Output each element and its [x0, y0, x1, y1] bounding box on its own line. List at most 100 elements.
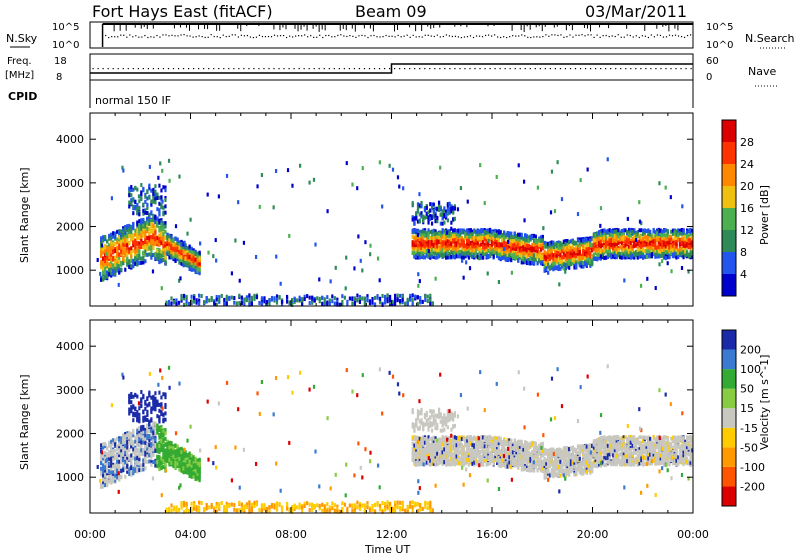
power-cell: [573, 257, 576, 262]
power-cell: [178, 249, 181, 254]
power-cell: [606, 244, 610, 249]
power-cell: [102, 238, 105, 243]
nsearch-dot: [472, 36, 475, 39]
power-cell: [443, 208, 446, 213]
power-cell: [531, 261, 534, 266]
power-cell: [541, 252, 544, 257]
power-cell: [515, 256, 518, 261]
power-cell: [160, 197, 163, 202]
power-cell: [158, 210, 161, 215]
power-cell: [605, 249, 608, 254]
power-cell: [215, 302, 218, 307]
power-cell: [480, 247, 483, 252]
power-cell: [547, 249, 550, 254]
power-cell: [647, 254, 650, 259]
nave-dot: [203, 68, 205, 70]
power-cell: [142, 211, 145, 216]
power-cell: [436, 248, 439, 253]
power-cell: [418, 240, 421, 245]
power-cell: [492, 248, 495, 253]
power-cell: [443, 236, 446, 241]
power-cell: [485, 252, 488, 257]
power-cell: [158, 243, 161, 248]
power-cell: [102, 257, 105, 262]
power-cell: [496, 236, 499, 241]
power-cell: [534, 257, 537, 262]
power-cell: [136, 203, 139, 208]
power-cell: [617, 241, 620, 246]
power-cell: [198, 267, 201, 272]
nsearch-dot: [222, 34, 224, 36]
nsearch-dot: [466, 36, 469, 38]
power-cell: [476, 236, 479, 241]
power-cell: [166, 248, 169, 253]
power-cell: [180, 255, 183, 260]
power-cell: [592, 245, 595, 250]
power-cell: [418, 246, 421, 251]
power-cell: [504, 233, 508, 238]
power-cell: [605, 246, 608, 251]
power-cell: [112, 268, 115, 273]
power-cell: [356, 293, 359, 298]
power-cell: [353, 296, 357, 301]
power-cell: [104, 276, 107, 281]
power-cell: [118, 235, 121, 240]
power-cell: [517, 238, 520, 243]
power-cell: [647, 228, 650, 233]
power-cell: [575, 241, 578, 246]
power-cell: [152, 224, 155, 229]
power-cell: [448, 251, 451, 256]
nave-dot: [142, 68, 144, 70]
power-cell: [102, 266, 105, 271]
nsearch-dot: [548, 35, 550, 37]
power-cell: [527, 258, 530, 263]
power-cell: [467, 238, 471, 243]
power-cell: [515, 251, 518, 256]
power-cell: [508, 236, 511, 241]
power-cell: [238, 293, 241, 298]
nsearch-dot: [252, 36, 255, 39]
nsearch-dot: [349, 35, 351, 37]
nave-dot: [172, 68, 175, 70]
power-cell: [562, 251, 566, 256]
nsearch-tick-bottom: 10^0: [706, 40, 733, 51]
power-cell: [192, 267, 195, 272]
power-cell: [260, 301, 264, 306]
power-cell: [555, 246, 559, 251]
power-cell: [550, 249, 553, 254]
power-cell: [427, 220, 430, 225]
nave-dot: [564, 68, 567, 70]
power-cell: [128, 200, 131, 205]
power-cell: [466, 245, 469, 250]
power-cell: [605, 255, 608, 260]
power-cell: [394, 298, 397, 303]
power-cell: [452, 239, 455, 244]
power-cell: [497, 252, 500, 257]
power-cell: [633, 244, 636, 249]
power-cell: [138, 261, 141, 266]
power-cell: [108, 252, 111, 257]
power-cell: [626, 237, 629, 242]
power-cell: [590, 260, 594, 265]
power-cell: [158, 219, 161, 224]
power-cell: [429, 251, 432, 256]
power-cell: [401, 297, 404, 302]
power-cell: [116, 240, 119, 245]
nsearch-dot: [427, 34, 429, 36]
nsearch-dot: [527, 36, 529, 38]
power-cell: [552, 256, 555, 261]
power-cell: [144, 194, 147, 199]
power-cell: [659, 246, 662, 251]
power-cell: [645, 235, 648, 240]
power-cell: [596, 237, 599, 242]
power-cell: [308, 300, 311, 305]
power-cell: [545, 262, 548, 267]
power-cell: [448, 246, 451, 251]
nsearch-dot: [367, 36, 369, 39]
power-cell: [601, 238, 604, 243]
power-cell: [178, 254, 181, 259]
power-cell: [425, 253, 428, 258]
power-cell: [142, 231, 145, 236]
power-cell: [488, 237, 492, 242]
power-cell: [423, 233, 427, 238]
